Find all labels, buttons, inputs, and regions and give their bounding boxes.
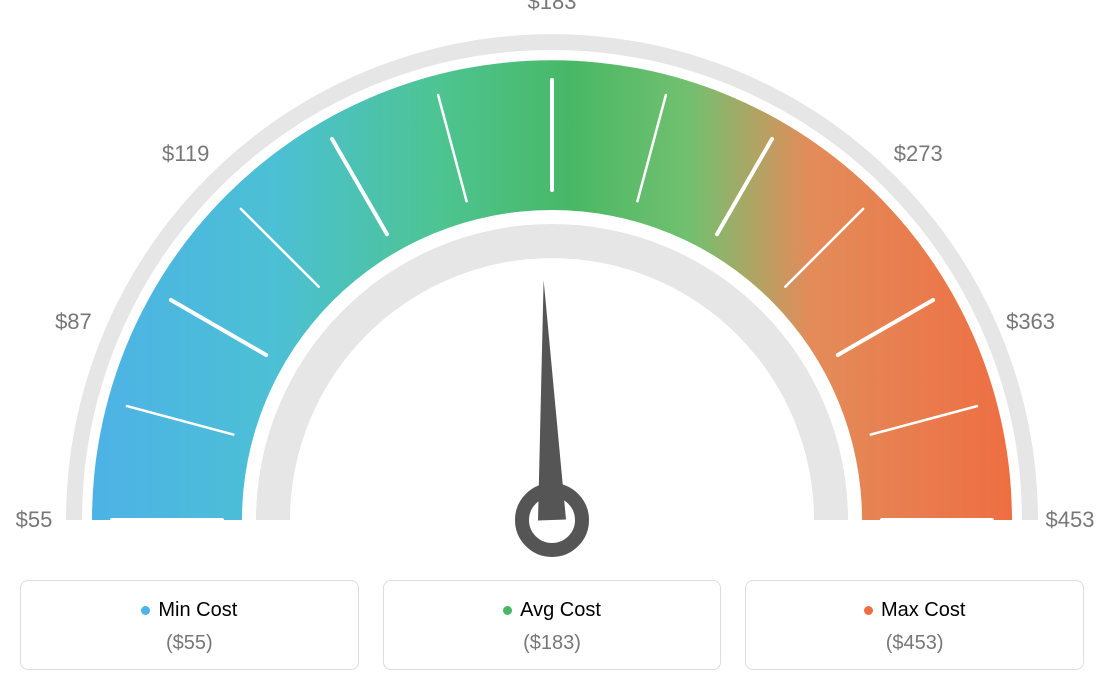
legend-max-dot [864, 606, 873, 615]
legend-min-dot [141, 606, 150, 615]
legend-max: Max Cost ($453) [745, 580, 1084, 670]
legend-min-title: Min Cost [31, 599, 348, 622]
legend-max-value: ($453) [756, 632, 1073, 655]
legend-row: Min Cost ($55) Avg Cost ($183) Max Cost … [20, 580, 1084, 670]
gauge-chart: $55$87$119$183$273$363$453 [20, 20, 1084, 560]
legend-max-title: Max Cost [756, 599, 1073, 622]
gauge-tick-label: $183 [528, 0, 577, 15]
legend-avg-dot [503, 606, 512, 615]
legend-avg-label: Avg Cost [520, 599, 601, 621]
gauge-tick-label: $363 [1006, 309, 1055, 335]
gauge-svg [20, 20, 1084, 560]
legend-min-value: ($55) [31, 632, 348, 655]
legend-avg: Avg Cost ($183) [383, 580, 722, 670]
legend-max-label: Max Cost [881, 599, 965, 621]
legend-avg-value: ($183) [394, 632, 711, 655]
legend-avg-title: Avg Cost [394, 599, 711, 622]
legend-min-label: Min Cost [158, 599, 237, 621]
gauge-tick-label: $119 [162, 141, 209, 167]
gauge-tick-label: $453 [1046, 507, 1095, 533]
gauge-tick-label: $55 [16, 507, 53, 533]
gauge-tick-label: $273 [894, 141, 943, 167]
gauge-tick-label: $87 [55, 309, 92, 335]
legend-min: Min Cost ($55) [20, 580, 359, 670]
